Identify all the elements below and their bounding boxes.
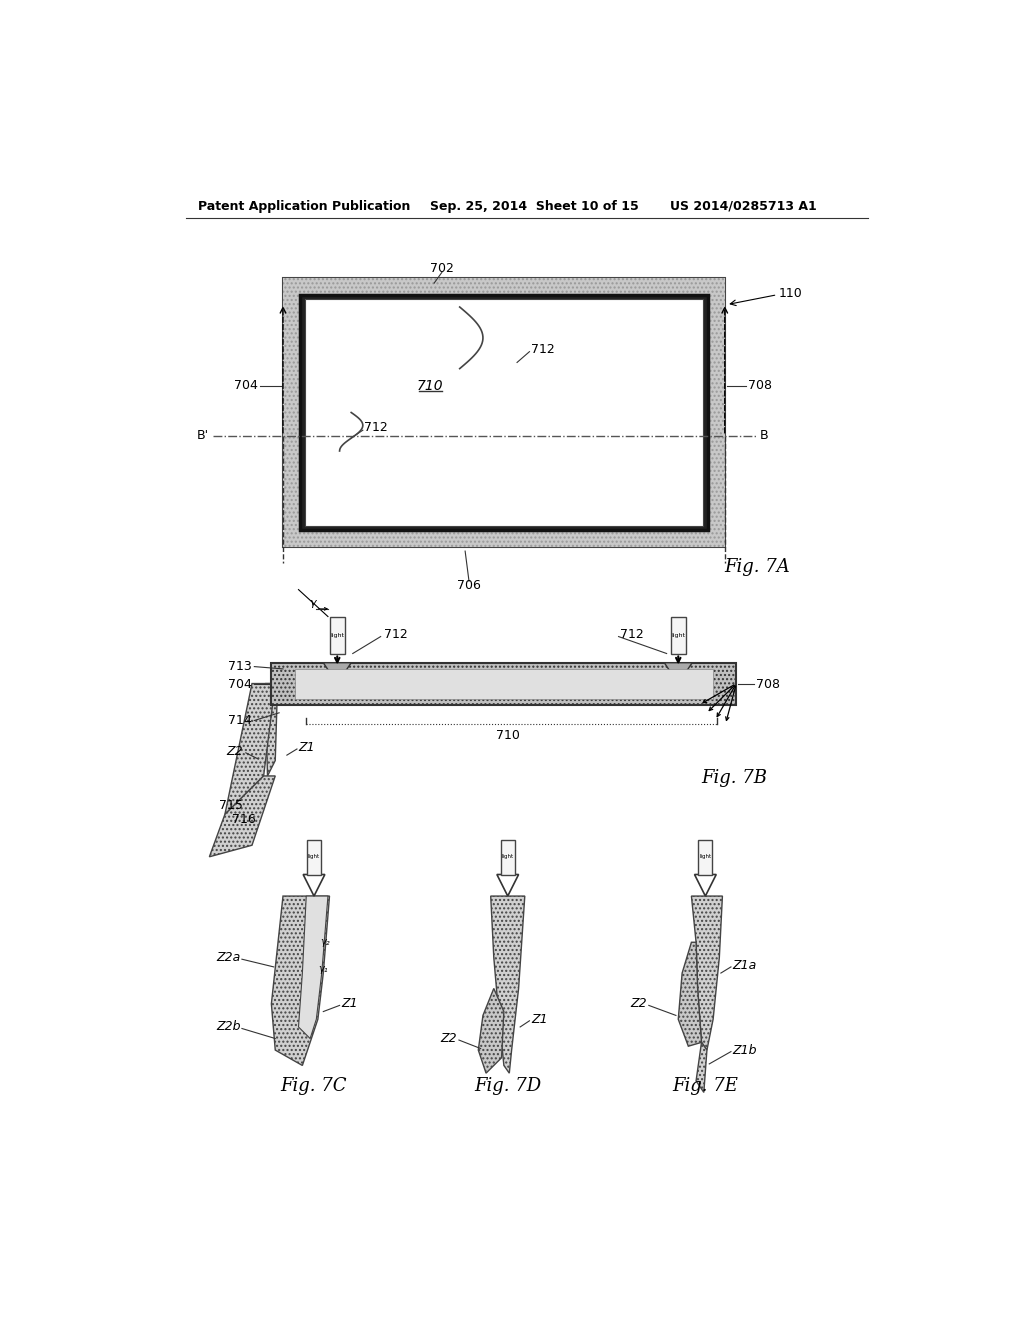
Text: US 2014/0285713 A1: US 2014/0285713 A1 bbox=[671, 199, 817, 213]
Bar bbox=[305, 300, 703, 525]
Text: 710: 710 bbox=[496, 730, 520, 742]
Text: 713: 713 bbox=[228, 660, 252, 673]
Text: Fig. 7D: Fig. 7D bbox=[474, 1077, 542, 1096]
Text: Fig. 7E: Fig. 7E bbox=[673, 1077, 738, 1096]
Polygon shape bbox=[271, 896, 330, 1065]
Polygon shape bbox=[696, 1043, 707, 1093]
Text: Z1a: Z1a bbox=[732, 958, 757, 972]
Text: Z1: Z1 bbox=[299, 741, 315, 754]
Text: 704: 704 bbox=[234, 379, 258, 392]
Polygon shape bbox=[678, 942, 701, 1047]
Text: Z2: Z2 bbox=[440, 1032, 458, 1045]
Text: Z1b: Z1b bbox=[732, 1044, 757, 1056]
Text: γ₁: γ₁ bbox=[317, 964, 328, 974]
Polygon shape bbox=[478, 989, 504, 1073]
Text: light: light bbox=[672, 632, 685, 638]
Bar bbox=[300, 294, 708, 531]
Text: 110: 110 bbox=[779, 286, 803, 300]
Text: B: B bbox=[760, 429, 768, 442]
Polygon shape bbox=[225, 684, 275, 814]
Text: Z2: Z2 bbox=[226, 744, 243, 758]
Bar bbox=[698, 840, 713, 874]
Text: Fig. 7A: Fig. 7A bbox=[725, 557, 791, 576]
Text: Sep. 25, 2014  Sheet 10 of 15: Sep. 25, 2014 Sheet 10 of 15 bbox=[430, 199, 639, 213]
Text: 712: 712 bbox=[365, 421, 388, 434]
Text: Z2: Z2 bbox=[631, 998, 647, 1010]
Text: light: light bbox=[308, 854, 321, 859]
Polygon shape bbox=[665, 663, 692, 684]
Text: Z2b: Z2b bbox=[216, 1020, 241, 1034]
Text: light: light bbox=[502, 854, 514, 859]
Text: 712: 712 bbox=[621, 628, 644, 640]
Polygon shape bbox=[265, 684, 278, 776]
Polygon shape bbox=[694, 874, 716, 896]
Text: 714: 714 bbox=[228, 714, 252, 727]
Bar bbox=[501, 840, 515, 874]
Text: Patent Application Publication: Patent Application Publication bbox=[198, 199, 411, 213]
Text: B': B' bbox=[198, 429, 209, 442]
Polygon shape bbox=[324, 663, 351, 684]
Text: Z1: Z1 bbox=[341, 998, 357, 1010]
Polygon shape bbox=[209, 776, 275, 857]
Text: 715: 715 bbox=[219, 799, 243, 812]
Text: 712: 712 bbox=[531, 343, 555, 356]
Text: Z2a: Z2a bbox=[216, 952, 241, 964]
Text: 704: 704 bbox=[228, 677, 252, 690]
Bar bbox=[271, 663, 736, 705]
Text: 708: 708 bbox=[756, 677, 779, 690]
Text: light: light bbox=[699, 854, 712, 859]
Text: Fig. 7B: Fig. 7B bbox=[701, 770, 768, 787]
Polygon shape bbox=[299, 896, 328, 1039]
Bar bbox=[295, 669, 713, 700]
Polygon shape bbox=[490, 896, 524, 1073]
Text: 716: 716 bbox=[232, 813, 256, 825]
Text: 708: 708 bbox=[748, 379, 772, 392]
Polygon shape bbox=[497, 874, 518, 896]
Text: light: light bbox=[331, 632, 344, 638]
Bar bbox=[305, 300, 703, 525]
Text: γ₂: γ₂ bbox=[321, 937, 330, 948]
Text: 702: 702 bbox=[430, 261, 454, 275]
Bar bbox=[307, 840, 321, 874]
Text: Fig. 7C: Fig. 7C bbox=[281, 1077, 347, 1096]
Polygon shape bbox=[303, 874, 325, 896]
Bar bbox=[283, 277, 725, 548]
Bar bbox=[671, 616, 686, 653]
Text: Z1: Z1 bbox=[531, 1012, 548, 1026]
Text: γ: γ bbox=[309, 598, 315, 609]
Polygon shape bbox=[691, 896, 722, 1051]
Text: 712: 712 bbox=[384, 628, 408, 640]
Text: 706: 706 bbox=[457, 579, 481, 593]
Bar bbox=[283, 277, 725, 548]
Text: 710: 710 bbox=[417, 379, 443, 392]
Bar bbox=[330, 616, 345, 653]
